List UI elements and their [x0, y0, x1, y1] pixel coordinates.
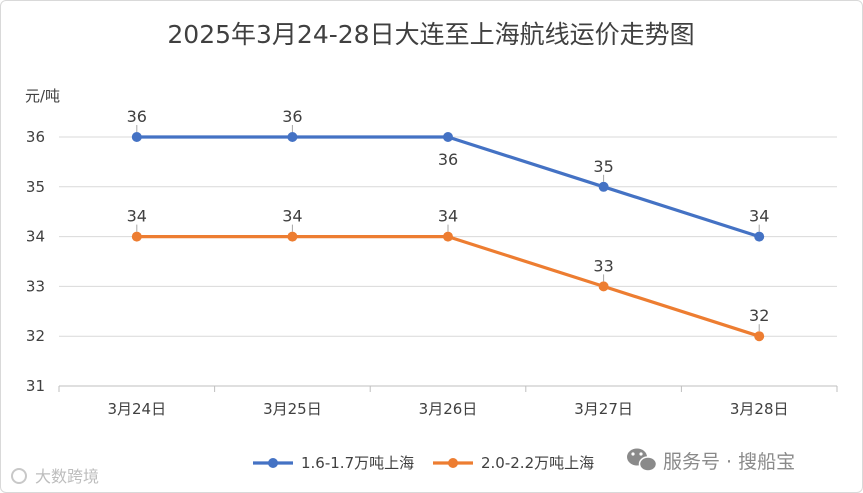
- x-tick-label: 3月26日: [419, 400, 478, 418]
- data-label: 34: [438, 207, 458, 226]
- y-axis-label: 元/吨: [25, 87, 60, 105]
- data-label: 35: [593, 157, 613, 176]
- data-point: [131, 231, 142, 242]
- wechat-icon: [627, 448, 658, 472]
- data-point: [754, 231, 765, 242]
- series-group: [131, 132, 765, 342]
- brand-watermark: 大数跨境: [11, 467, 99, 486]
- data-point: [754, 331, 765, 342]
- data-label: 32: [749, 306, 769, 325]
- x-axis: 3月24日 3月25日 3月26日 3月27日 3月28日: [58, 385, 838, 418]
- brand-logo-icon: [11, 468, 27, 484]
- legend-label: 2.0-2.2万吨上海: [481, 454, 594, 472]
- y-tick-label: 34: [26, 228, 45, 246]
- data-point: [598, 281, 609, 292]
- y-tick-label: 36: [26, 128, 45, 146]
- y-tick-labels: 31 32 33 34 35 36: [26, 128, 45, 395]
- legend-swatch-marker: [448, 458, 458, 468]
- data-label: 33: [593, 256, 613, 275]
- y-tick-label: 35: [26, 178, 45, 196]
- legend: 1.6-1.7万吨上海 2.0-2.2万吨上海: [253, 454, 594, 472]
- data-label: 34: [127, 207, 147, 226]
- y-tick-label: 31: [26, 377, 45, 395]
- data-label: 34: [749, 207, 769, 226]
- wechat-watermark: 服务号 · 搜船宝: [627, 448, 795, 473]
- legend-swatch-marker: [268, 458, 278, 468]
- legend-label: 1.6-1.7万吨上海: [301, 454, 414, 472]
- wechat-watermark-text: 服务号 · 搜船宝: [663, 451, 795, 473]
- data-point: [131, 132, 142, 142]
- x-tick-label: 3月28日: [730, 400, 789, 418]
- brand-watermark-text: 大数跨境: [35, 467, 99, 486]
- x-tick-label: 3月27日: [574, 400, 633, 418]
- chart-title: 2025年3月24-28日大连至上海航线运价走势图: [167, 20, 694, 49]
- data-labels: 36 36 36 35 34 34 34 34 33 32: [127, 107, 769, 332]
- data-point: [443, 132, 453, 142]
- data-point: [287, 231, 298, 242]
- data-point: [598, 181, 609, 192]
- data-point: [443, 231, 453, 242]
- data-point: [287, 132, 298, 142]
- y-tick-label: 32: [26, 327, 45, 345]
- data-label: 36: [438, 150, 458, 169]
- data-label: 36: [282, 107, 302, 126]
- y-tick-label: 33: [26, 277, 45, 295]
- x-tick-label: 3月25日: [263, 400, 322, 418]
- x-tick-label: 3月24日: [107, 400, 166, 418]
- data-label: 36: [127, 107, 147, 126]
- data-label: 34: [282, 207, 302, 226]
